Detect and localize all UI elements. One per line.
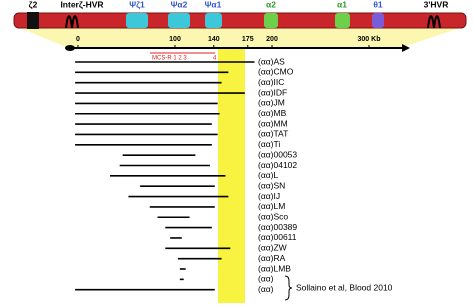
deletion-label: (αα)LM: [258, 201, 285, 211]
deletion-label: (αα)IJ: [258, 191, 280, 201]
gene-label: α2: [266, 0, 276, 9]
deletion-label: (αα)MM: [258, 118, 288, 128]
gene-box: [372, 13, 384, 28]
gene-label: θ1: [373, 0, 383, 9]
tick-label: 140: [208, 36, 220, 43]
hvr-symbol: [65, 15, 79, 29]
deletion-label: (αα)00611: [258, 232, 297, 242]
tick-label: 300 Kb: [358, 36, 381, 43]
funnel: [20, 28, 460, 48]
deletion-label: (αα)AS: [258, 56, 285, 66]
deletion-label: (αα)00389: [258, 222, 297, 232]
deletion-label: (αα)JM: [258, 98, 285, 108]
axis-start: [65, 45, 75, 51]
gene-box: [335, 13, 350, 28]
deletion-label: (αα): [258, 284, 274, 294]
gene-label: Ψζ1: [129, 0, 145, 9]
mcs-label: MCS-R 1 2 3: [152, 56, 187, 62]
deletion-label: (αα)04102: [258, 160, 297, 170]
axis-arrow: [402, 44, 410, 52]
deletion-label: (αα)00053: [258, 149, 297, 159]
gene-label: Interζ-HVR: [60, 0, 103, 9]
tick-label: 200: [266, 36, 278, 43]
tick-label: 100: [169, 36, 181, 43]
mcs-label: 4: [213, 56, 217, 62]
gene-label: ζ2: [29, 0, 38, 9]
deletion-label: (αα)IDF: [258, 87, 287, 97]
gene-label: 3'HVR: [424, 0, 449, 9]
deletion-label: (αα)SN: [258, 180, 285, 190]
gene-label: α1: [337, 0, 347, 9]
deletion-label: (αα): [258, 274, 274, 284]
deletion-label: (αα)RA: [258, 253, 286, 263]
deletion-label: (αα)Ti: [258, 139, 280, 149]
gene-box: [126, 13, 148, 28]
chromosome: [13, 12, 467, 29]
deletion-label: (αα)LMB: [258, 263, 291, 273]
deletion-label: (αα)L: [258, 170, 278, 180]
gene-box: [264, 13, 278, 28]
citation: Sollaino et al, Blood 2010: [296, 282, 393, 292]
tick-label: 175: [242, 36, 254, 43]
deletion-label: (αα)TAT: [258, 129, 288, 139]
gene-box: [205, 13, 222, 28]
deletion-label: (αα)ZW: [258, 243, 287, 253]
hvr-symbol: [427, 15, 441, 29]
gene-label: Ψα2: [171, 0, 188, 9]
deletion-label: (αα)MB: [258, 108, 287, 118]
gene-box: [168, 13, 190, 28]
deletion-label: (αα)Sco: [258, 212, 288, 222]
brace: [284, 275, 293, 301]
gene-box: [27, 12, 39, 29]
deletion-label: (αα)CMO: [258, 67, 294, 77]
tick-label: 0: [76, 36, 80, 43]
deletion-label: (αα)IIC: [258, 77, 284, 87]
gene-label: Ψα1: [205, 0, 222, 9]
